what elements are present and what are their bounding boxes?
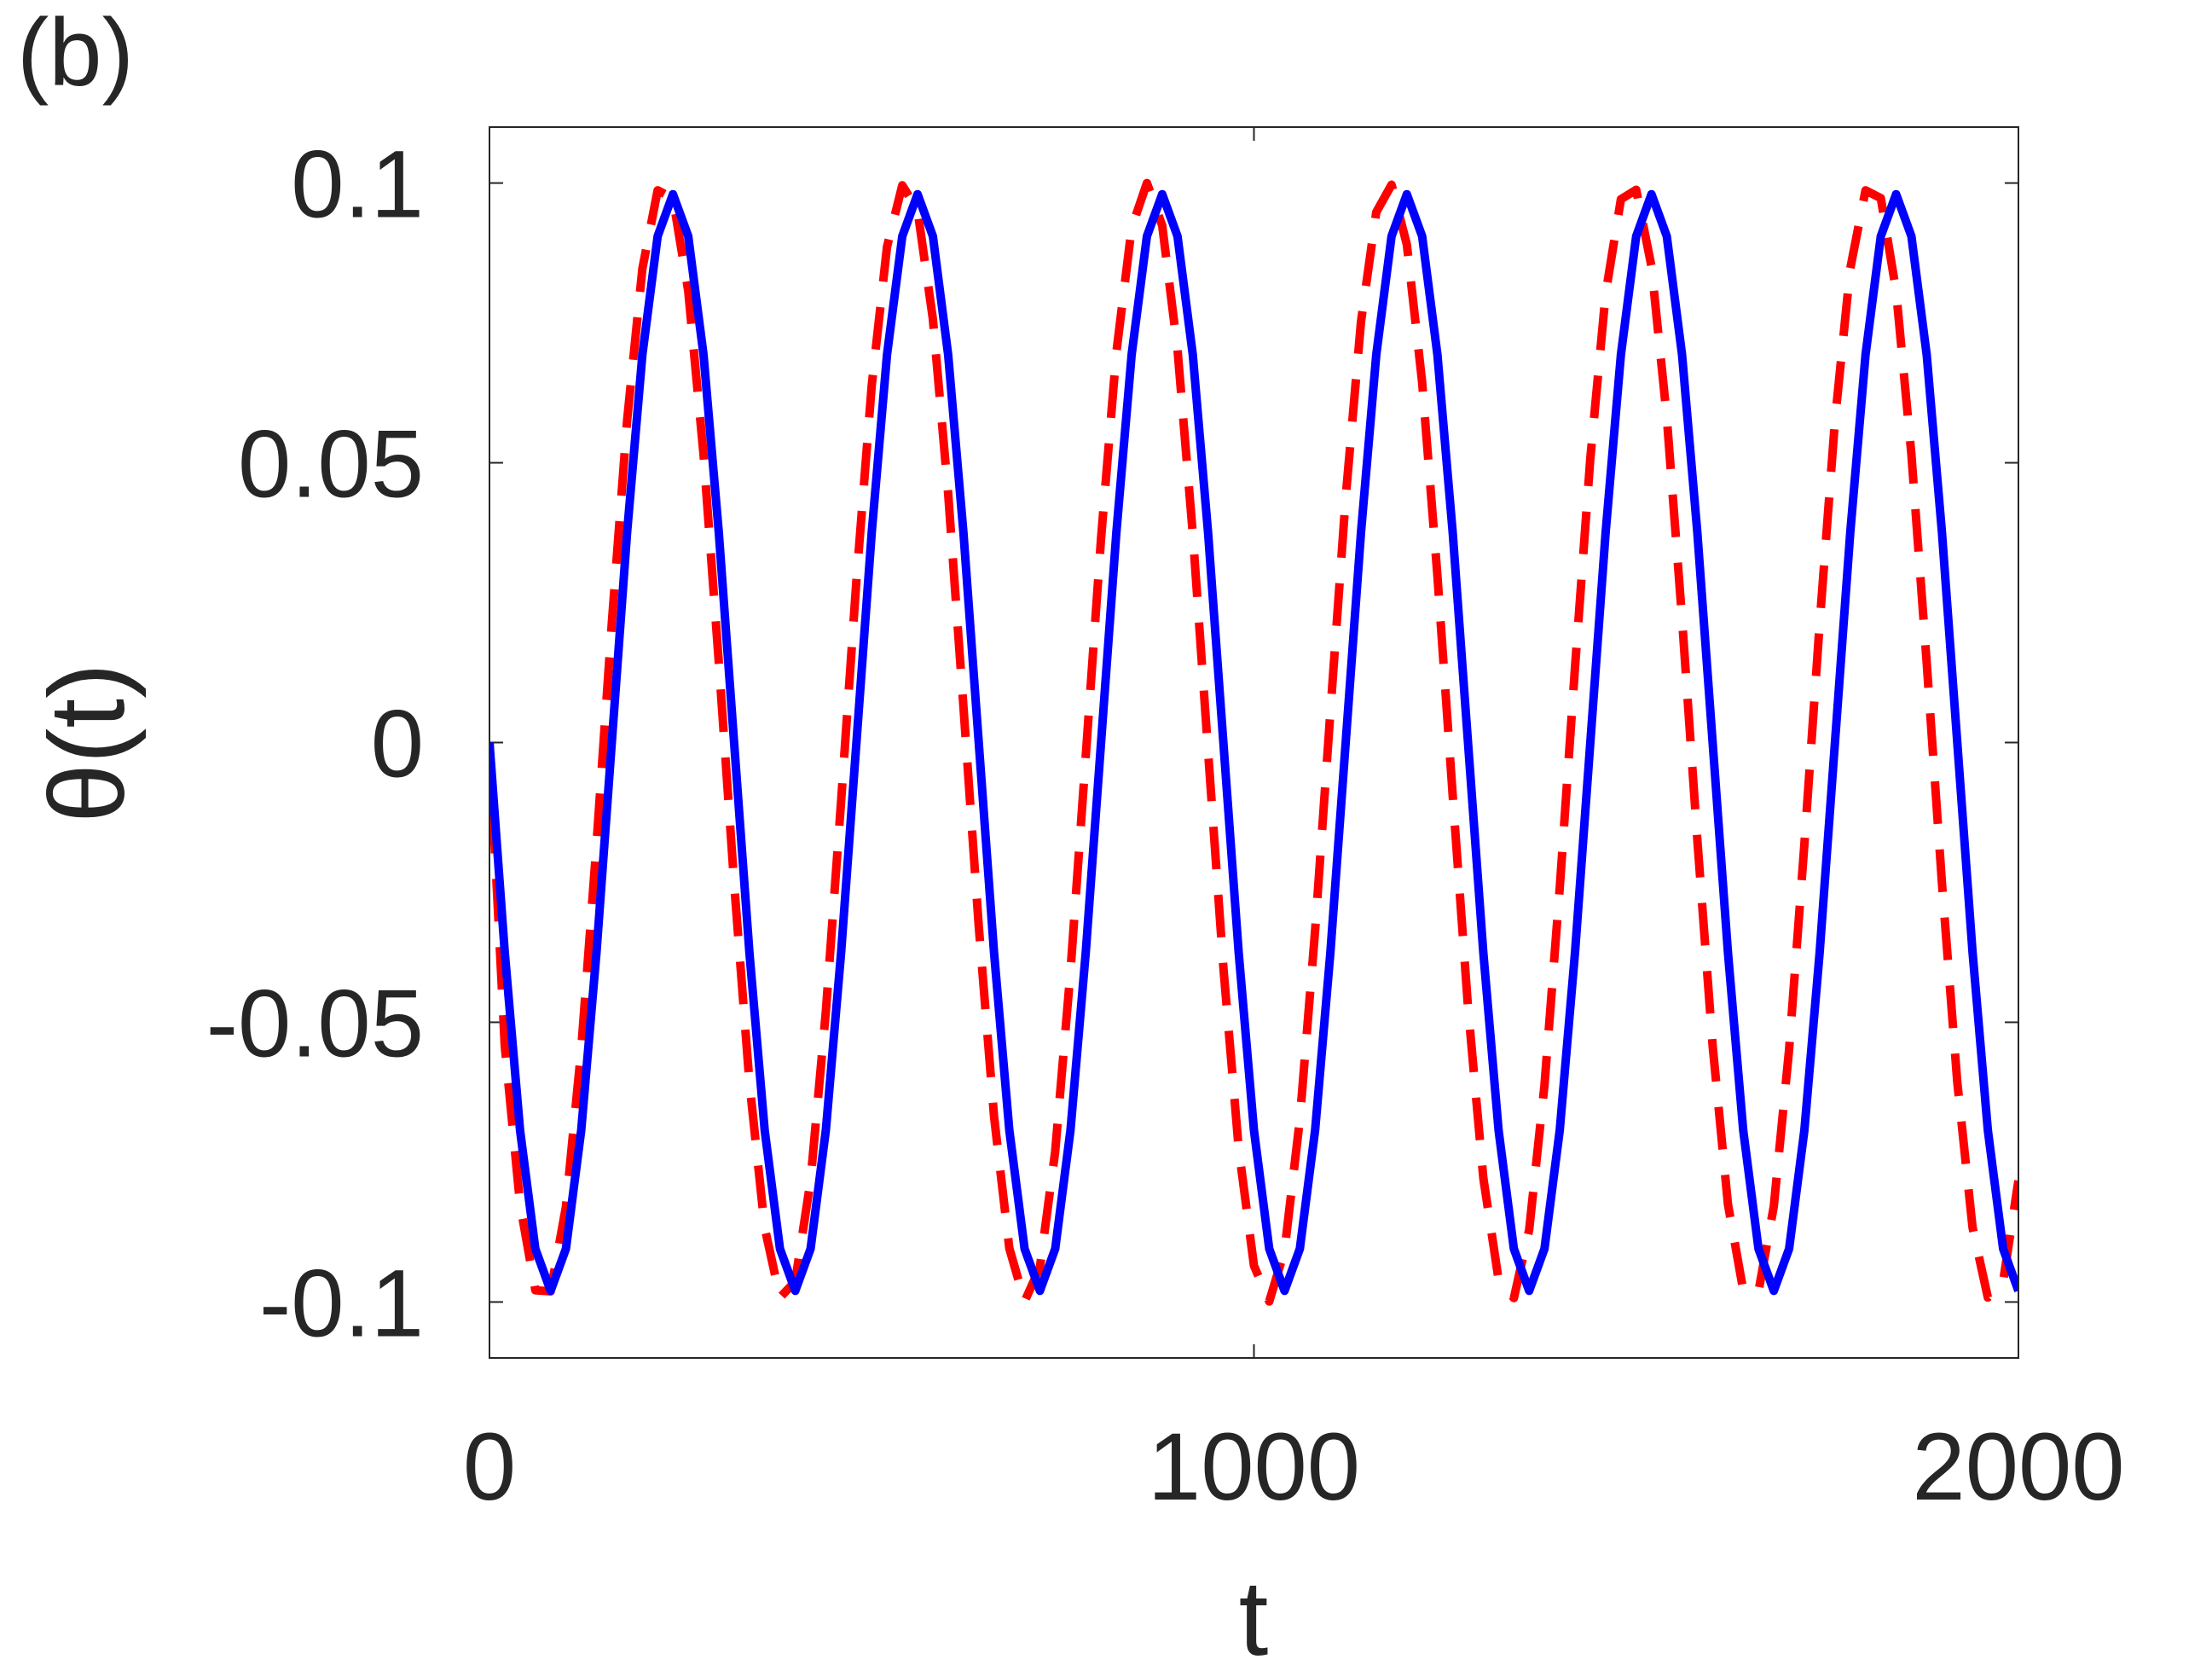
y-tick-label: -0.05 — [206, 970, 424, 1076]
y-tick-label: -0.1 — [259, 1250, 424, 1356]
panel-label: (b) — [17, 0, 134, 106]
x-tick-label: 2000 — [1912, 1413, 2124, 1520]
axes-box — [489, 126, 2019, 1359]
y-tick-label: 0 — [371, 691, 424, 798]
y-tick-label: 0.05 — [238, 411, 424, 518]
y-tick-label: 0.1 — [291, 131, 424, 238]
x-tick-label: 0 — [463, 1413, 516, 1520]
x-tick-label: 1000 — [1148, 1413, 1360, 1520]
y-axis-label: θ(t) — [28, 663, 147, 823]
line-series — [489, 189, 2018, 1296]
x-axis-label: t — [1239, 1559, 1269, 1667]
